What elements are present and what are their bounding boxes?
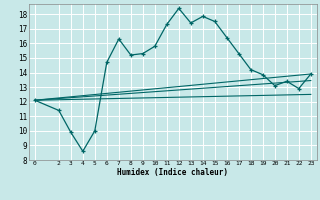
X-axis label: Humidex (Indice chaleur): Humidex (Indice chaleur) bbox=[117, 168, 228, 177]
